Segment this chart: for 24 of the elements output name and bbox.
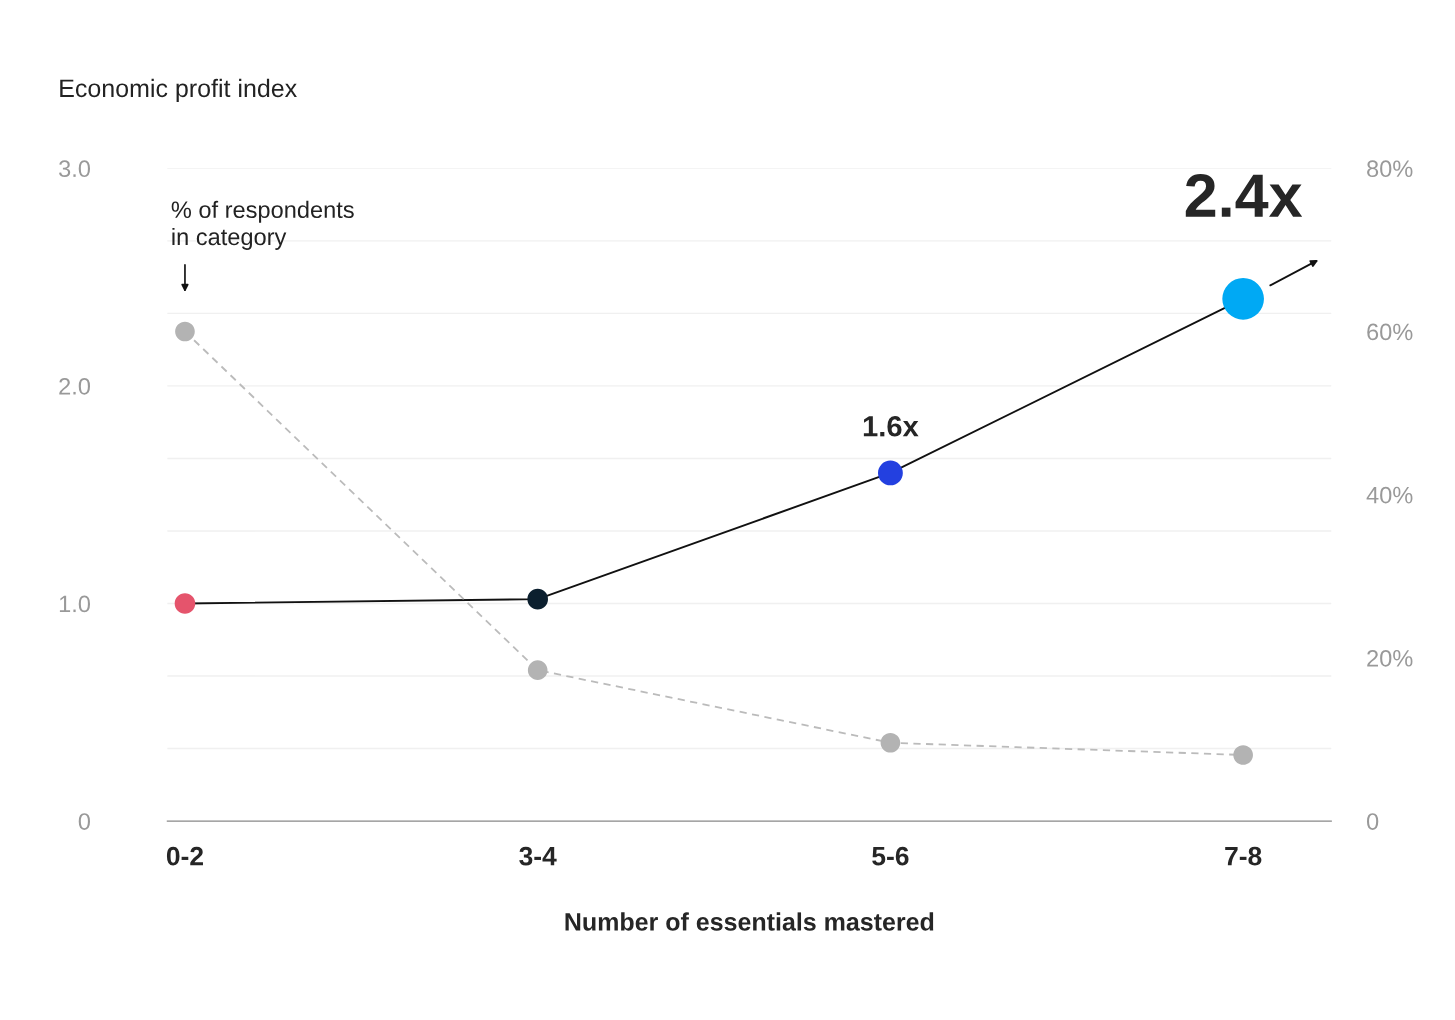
y2-tick-label: 0 xyxy=(1366,813,1379,830)
x-tick-label: 7-8 xyxy=(1225,846,1262,866)
annotation: 2.4x xyxy=(1185,174,1303,217)
y-tick-label: 3.0 xyxy=(59,160,91,178)
y2-tick-label: 60% xyxy=(1367,323,1413,341)
annotation: % of respondents in category xyxy=(171,200,354,250)
y2-tick-label: 20% xyxy=(1367,649,1413,667)
y-tick-label: 2.0 xyxy=(59,377,91,395)
point xyxy=(880,732,901,753)
point xyxy=(1233,745,1253,765)
x-tick-label: 0-2 xyxy=(166,846,203,866)
x-tick-label: 3-4 xyxy=(519,846,557,866)
annotation: 1.6x xyxy=(863,415,919,437)
y-tick-label: 1.0 xyxy=(59,595,91,613)
y2-tick-label: 40% xyxy=(1366,486,1413,504)
point xyxy=(877,460,903,486)
y2-tick-label: 80% xyxy=(1367,160,1413,178)
point xyxy=(175,321,195,342)
point xyxy=(174,593,196,614)
x-axis-title: Number of essentials mastered xyxy=(565,912,934,931)
x-tick-label: 5-6 xyxy=(872,846,909,866)
y-tick-label: 0 xyxy=(78,813,91,830)
point xyxy=(527,660,548,680)
y-axis-title: Economic profit index xyxy=(60,78,297,103)
